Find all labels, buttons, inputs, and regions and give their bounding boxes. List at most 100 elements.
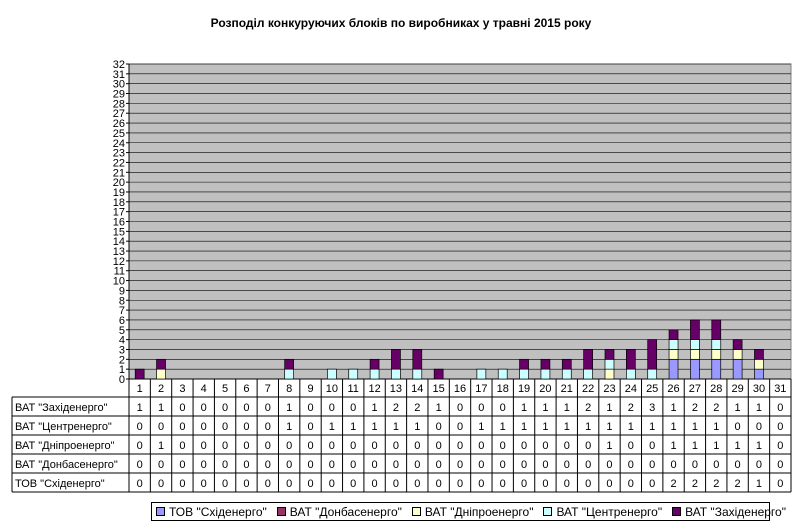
data-label: 0 bbox=[158, 459, 164, 471]
y-tick-label: 27 bbox=[113, 108, 125, 120]
data-label: 0 bbox=[286, 440, 292, 452]
y-tick-label: 5 bbox=[119, 325, 125, 337]
bar-segment bbox=[732, 349, 743, 360]
data-label: 0 bbox=[179, 440, 185, 452]
data-label: 0 bbox=[243, 478, 249, 490]
data-label: 0 bbox=[542, 478, 548, 490]
bar-segment bbox=[561, 358, 572, 370]
bar-segment bbox=[668, 358, 679, 380]
data-label: 2 bbox=[692, 402, 698, 414]
bar-segment bbox=[604, 349, 615, 360]
data-label: 0 bbox=[179, 402, 185, 414]
data-label: 1 bbox=[606, 440, 612, 452]
x-tick-label: 9 bbox=[307, 383, 313, 395]
data-label: 0 bbox=[350, 459, 356, 471]
data-label: 2 bbox=[735, 478, 741, 490]
data-label: 0 bbox=[521, 478, 527, 490]
data-label: 0 bbox=[286, 478, 292, 490]
data-label: 0 bbox=[478, 478, 484, 490]
bar-segment bbox=[668, 349, 679, 360]
data-label: 1 bbox=[521, 402, 527, 414]
data-label: 2 bbox=[628, 402, 634, 414]
data-label: 0 bbox=[756, 421, 762, 433]
data-label: 1 bbox=[606, 402, 612, 414]
bar-segment bbox=[369, 358, 380, 370]
table-row-label: ВАТ "Дніпроенерго" bbox=[15, 440, 115, 452]
data-label: 0 bbox=[307, 402, 313, 414]
data-label: 0 bbox=[649, 459, 655, 471]
y-tick-label: 1 bbox=[119, 364, 125, 376]
x-tick-label: 12 bbox=[368, 383, 380, 395]
x-tick-label: 18 bbox=[497, 383, 509, 395]
data-label: 0 bbox=[265, 421, 271, 433]
bar-segment bbox=[626, 368, 636, 380]
data-label: 0 bbox=[457, 478, 463, 490]
data-label: 1 bbox=[670, 421, 676, 433]
data-label: 1 bbox=[564, 402, 570, 414]
x-tick-label: 4 bbox=[201, 383, 207, 395]
y-tick-label: 16 bbox=[113, 217, 125, 229]
x-tick-label: 16 bbox=[454, 383, 466, 395]
data-label: 1 bbox=[329, 421, 335, 433]
bar-segment bbox=[497, 368, 508, 380]
data-label: 0 bbox=[158, 478, 164, 490]
y-tick-label: 21 bbox=[113, 167, 125, 179]
bar-segment bbox=[604, 358, 615, 370]
data-label: 0 bbox=[265, 440, 271, 452]
data-label: 0 bbox=[457, 402, 463, 414]
bar-segment bbox=[711, 349, 722, 360]
data-label: 0 bbox=[777, 421, 783, 433]
x-tick-label: 23 bbox=[603, 383, 615, 395]
data-label: 1 bbox=[137, 402, 143, 414]
data-label: 0 bbox=[457, 459, 463, 471]
bar-segment bbox=[754, 358, 764, 370]
y-tick-label: 28 bbox=[113, 98, 125, 110]
data-label: 0 bbox=[201, 478, 207, 490]
data-label: 0 bbox=[564, 459, 570, 471]
data-label: 0 bbox=[350, 402, 356, 414]
x-tick-label: 30 bbox=[753, 383, 765, 395]
data-label: 1 bbox=[158, 402, 164, 414]
data-label: 0 bbox=[329, 440, 335, 452]
data-label: 0 bbox=[478, 440, 484, 452]
data-label: 1 bbox=[372, 402, 378, 414]
bar-segment bbox=[134, 368, 145, 380]
data-label: 1 bbox=[628, 421, 634, 433]
bar-segment bbox=[540, 358, 551, 370]
bar-segment bbox=[327, 368, 337, 380]
bar-segment bbox=[519, 368, 529, 380]
data-label: 0 bbox=[436, 421, 442, 433]
bar-segment bbox=[284, 368, 294, 380]
data-label: 1 bbox=[542, 421, 548, 433]
data-label: 1 bbox=[756, 478, 762, 490]
data-label: 0 bbox=[222, 402, 228, 414]
data-label: 1 bbox=[735, 402, 741, 414]
y-tick-label: 3 bbox=[119, 344, 125, 356]
bar-segment bbox=[690, 339, 700, 350]
data-label: 0 bbox=[436, 459, 442, 471]
data-label: 2 bbox=[414, 402, 420, 414]
x-tick-label: 31 bbox=[774, 383, 786, 395]
data-label: 0 bbox=[564, 478, 570, 490]
data-label: 2 bbox=[713, 402, 719, 414]
data-label: 0 bbox=[670, 459, 676, 471]
bar-segment bbox=[754, 368, 764, 380]
y-tick-label: 0 bbox=[119, 374, 125, 386]
x-tick-label: 6 bbox=[243, 383, 249, 395]
bar-segment bbox=[690, 319, 700, 340]
data-label: 0 bbox=[329, 459, 335, 471]
data-label: 0 bbox=[414, 459, 420, 471]
x-tick-label: 5 bbox=[222, 383, 228, 395]
x-tick-label: 1 bbox=[137, 383, 143, 395]
x-tick-label: 26 bbox=[667, 383, 679, 395]
data-label: 2 bbox=[670, 478, 676, 490]
data-label: 1 bbox=[735, 440, 741, 452]
y-tick-label: 25 bbox=[113, 128, 125, 140]
data-label: 0 bbox=[393, 440, 399, 452]
data-label: 2 bbox=[692, 478, 698, 490]
data-label: 1 bbox=[372, 421, 378, 433]
table-row-label: ТОВ "Східенерго" bbox=[15, 478, 105, 490]
data-label: 0 bbox=[457, 421, 463, 433]
data-label: 0 bbox=[628, 459, 634, 471]
table-row-label: ВАТ "Донбасенерго" bbox=[15, 459, 118, 471]
